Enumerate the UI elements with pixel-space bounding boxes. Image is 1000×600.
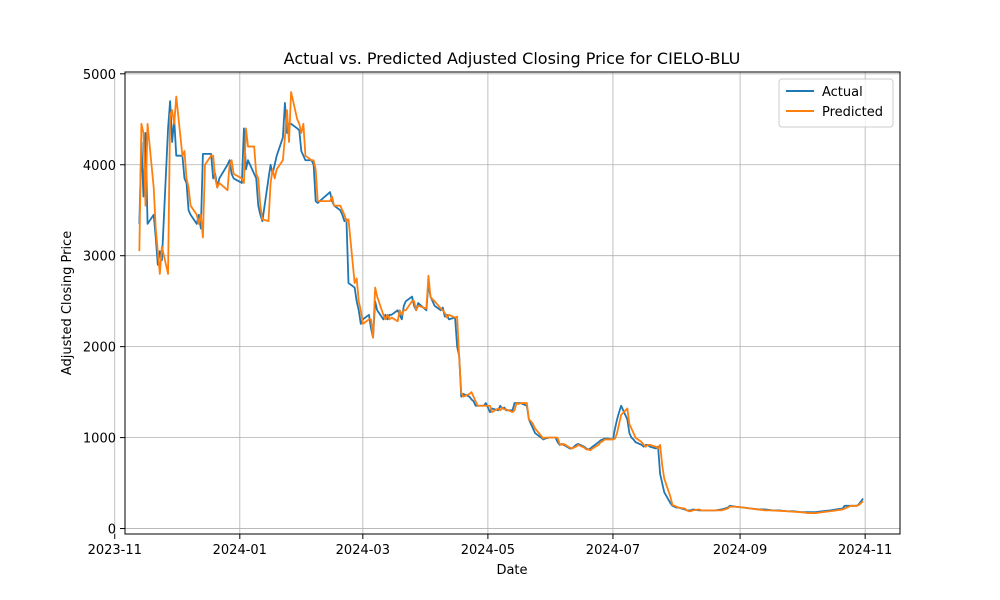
x-tick-label: 2024-09 [713, 543, 767, 558]
y-axis-ticks: 0 1000 2000 3000 4000 5000 [83, 68, 125, 538]
y-tick-label: 4000 [83, 159, 116, 174]
x-tick-label: 2024-01 [213, 543, 267, 558]
y-tick-label: 3000 [83, 250, 116, 265]
plot-frame [124, 71, 901, 535]
y-tick-label: 1000 [83, 432, 116, 447]
x-axis-ticks: 2023-11 2024-01 2024-03 2024-05 2024-07 2024-… [88, 534, 892, 558]
chart-title: Actual vs. Predicted Adjusted Closing Pr… [284, 49, 741, 68]
legend-label-actual: Actual [822, 85, 863, 100]
y-tick-label: 2000 [83, 341, 116, 356]
legend: Actual Predicted [778, 78, 894, 128]
series-line-predicted [138, 91, 864, 514]
x-tick-label: 2024-11 [838, 543, 892, 558]
x-tick-label: 2024-03 [336, 543, 390, 558]
series-lines [138, 91, 864, 514]
x-tick-label: 2024-05 [461, 543, 515, 558]
y-tick-label: 5000 [83, 68, 116, 83]
grid-lines [114, 72, 900, 534]
legend-label-predicted: Predicted [822, 105, 883, 120]
x-tick-label: 2024-07 [586, 543, 640, 558]
x-axis-label: Date [496, 563, 527, 578]
y-axis-label: Adjusted Closing Price [60, 231, 75, 375]
x-tick-label: 2023-11 [88, 543, 142, 558]
y-tick-label: 0 [108, 523, 116, 538]
